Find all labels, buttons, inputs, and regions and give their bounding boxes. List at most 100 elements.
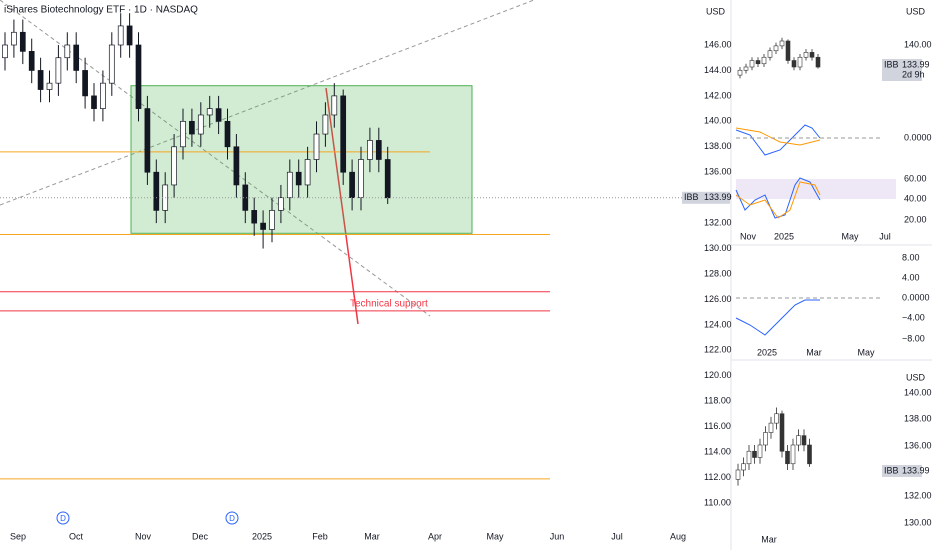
panel-x-label: May — [841, 231, 859, 241]
mini-candle — [741, 463, 746, 471]
candle-body — [28, 51, 35, 71]
dividend-label: D — [229, 514, 235, 523]
candle-body — [349, 171, 355, 199]
mini-candle — [809, 52, 815, 58]
candle-body — [384, 159, 391, 199]
dividend-marker — [225, 511, 239, 525]
chart-title: iShares Biotechnology ETF · 1D · NASDAQ — [4, 5, 198, 16]
candle-body — [64, 44, 71, 59]
x-tick-label: Jul — [611, 531, 623, 541]
panel-tick: 130.00 — [904, 517, 932, 527]
candle-body — [260, 222, 266, 230]
y-tick-label: 122.00 — [704, 345, 732, 355]
price-symbol: IBB — [884, 59, 899, 69]
panel-tick: 8.00 — [902, 252, 920, 262]
mini-candle — [743, 66, 749, 71]
candle-body — [242, 184, 249, 211]
x-tick-label: 2025 — [252, 531, 272, 541]
trend-line — [0, 0, 536, 206]
price-tag — [882, 59, 922, 81]
candle-body — [144, 108, 151, 173]
panel-x-label: Mar — [761, 534, 777, 544]
arrow — [325, 87, 359, 325]
candle-body — [126, 25, 133, 46]
candle-body — [91, 95, 97, 109]
candle-body — [82, 70, 88, 97]
candle-body — [206, 108, 213, 116]
panel-tick: 132.00 — [904, 490, 932, 500]
panel-x-label: Nov — [740, 231, 757, 241]
x-tick-label: Nov — [135, 531, 152, 541]
candle-body — [108, 44, 115, 84]
y-tick-label: 142.00 — [704, 90, 732, 100]
y-tick-label: 138.00 — [704, 141, 732, 151]
mini-candle — [791, 60, 797, 68]
y-tick-label: 130.00 — [704, 243, 732, 253]
panel-x-label: 2025 — [774, 231, 794, 241]
y-tick-label: 144.00 — [704, 65, 732, 75]
mini-candle — [737, 69, 743, 76]
currency: USD — [706, 6, 726, 16]
candle-body — [331, 95, 338, 116]
dividend-label: D — [60, 514, 66, 523]
indicator-line — [735, 127, 821, 146]
mini-candle — [773, 45, 779, 52]
mini-candle — [752, 450, 757, 458]
candle-body — [233, 146, 240, 186]
candle-body — [100, 82, 106, 109]
y-tick-label: 126.00 — [704, 294, 732, 304]
candle-body — [251, 210, 258, 224]
x-tick-label: Aug — [670, 531, 686, 541]
candle-body — [153, 171, 160, 211]
x-tick-label: Dec — [192, 531, 209, 541]
mini-candle — [746, 450, 752, 465]
mini-candle — [785, 450, 790, 465]
mini-candle — [779, 40, 785, 47]
candle-body — [180, 120, 186, 148]
panel-tick: 20.00 — [904, 214, 927, 224]
candle-body — [278, 197, 284, 211]
price-value: 133.99 — [902, 465, 930, 475]
panel-tick: 4.00 — [902, 272, 920, 282]
candle-body — [197, 114, 204, 135]
y-tick-label: 128.00 — [704, 268, 732, 278]
panel-x-label: 2025 — [757, 347, 777, 357]
x-tick-label: May — [486, 531, 504, 541]
candle-body — [224, 120, 231, 148]
panel-x-label: Mar — [806, 347, 822, 357]
x-tick-label: Feb — [312, 531, 328, 541]
rsi-band — [736, 179, 896, 199]
x-tick-label: Mar — [364, 531, 380, 541]
panel-x-label: Jul — [879, 231, 891, 241]
mini-candle — [767, 50, 773, 58]
panel-tick: 136.00 — [904, 440, 932, 450]
candle-body — [37, 70, 44, 90]
mini-candle — [761, 56, 767, 65]
candle-body — [322, 114, 329, 135]
candle-body — [215, 108, 222, 122]
panel-tick: 40.00 — [904, 193, 927, 203]
candle-body — [11, 31, 17, 46]
mini-candle — [796, 435, 801, 446]
mini-candle — [785, 40, 791, 61]
candle-body — [19, 31, 26, 52]
mini-candle — [768, 422, 774, 433]
candle-body — [304, 159, 311, 186]
panel-tick: 0.0000 — [902, 292, 930, 302]
panel-tick: 140.00 — [904, 387, 932, 397]
candle-body — [286, 171, 293, 199]
mini-candle — [815, 56, 821, 68]
indicator-line — [735, 181, 821, 219]
price-tag — [682, 191, 730, 204]
trend-line — [0, 0, 431, 317]
candle-body — [117, 25, 124, 46]
candle-body — [313, 133, 320, 160]
panel-tick: 0.0000 — [904, 132, 932, 142]
candle-body — [46, 82, 53, 90]
candle-body — [73, 44, 80, 71]
candle-body — [367, 140, 373, 160]
y-tick-label: 112.00 — [704, 472, 731, 482]
dividend-marker — [56, 511, 70, 525]
y-tick-label: 120.00 — [704, 370, 732, 380]
